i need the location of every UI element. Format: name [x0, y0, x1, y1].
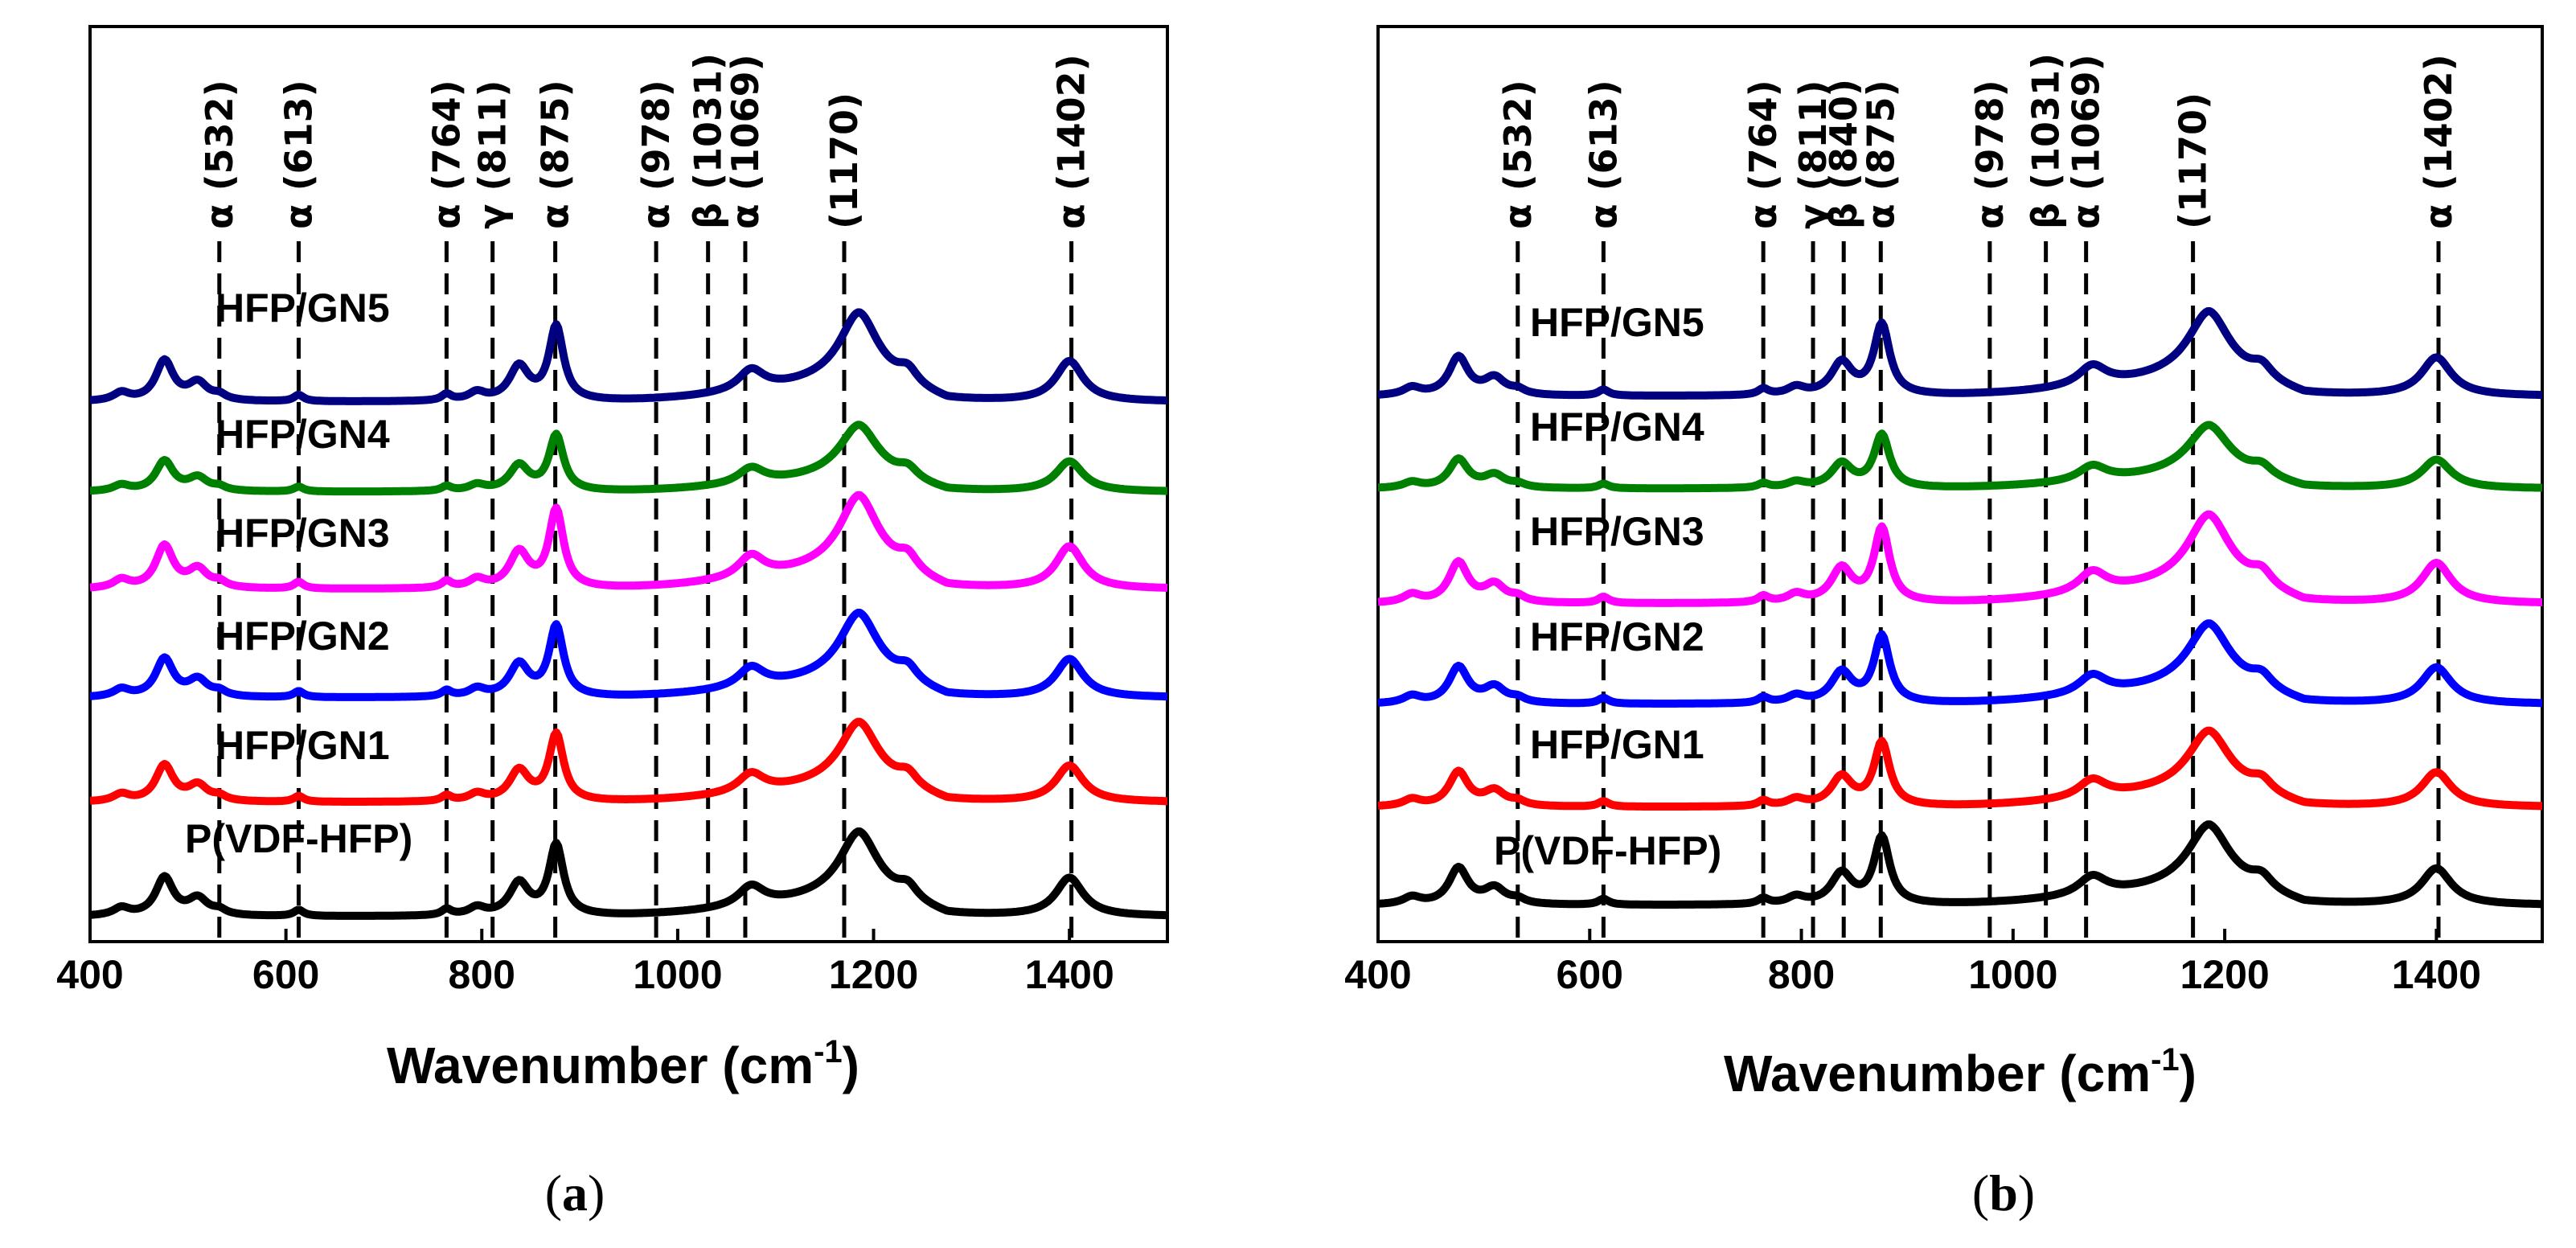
series-line-hfp-gn4 — [88, 421, 1170, 496]
series-label-hfp-gn1: HFP/GN1 — [1530, 722, 1704, 767]
x-axis-title: Wavenumber (cm-1) — [387, 1034, 859, 1094]
series-label-p-vdf-hfp-: P(VDF-HFP) — [185, 816, 412, 861]
peak-label-1031: β (1031) — [2024, 53, 2068, 229]
x-tick-label-1000: 1000 — [1968, 952, 2057, 997]
series-line-hfp-gn1 — [1376, 726, 2545, 811]
peak-label-532: α (532) — [1496, 80, 1540, 229]
x-tick-label-1000: 1000 — [633, 952, 722, 997]
peak-label-978: α (978) — [634, 80, 678, 229]
series-line-hfp-gn2 — [88, 609, 1170, 701]
x-tick-label-1200: 1200 — [2180, 952, 2269, 997]
peak-label-764: α (764) — [425, 80, 468, 229]
series-line-hfp-gn5 — [88, 308, 1170, 405]
series-line-hfp-gn4 — [1376, 421, 2545, 493]
series-label-hfp-gn2: HFP/GN2 — [215, 614, 390, 659]
peak-label-1031: β (1031) — [687, 53, 730, 229]
chart-panel-a: α (532) α (613) α (764) γ (811) α (875) α (97… — [56, 25, 1170, 1221]
panel-label-a: (a) — [545, 1164, 605, 1221]
x-tick-label-800: 800 — [449, 952, 515, 997]
chart-panel-b: α (532) α (613) α (764) γ (811)β (840)α (87… — [1344, 25, 2545, 1221]
x-tick-label-600: 600 — [1557, 952, 1623, 997]
peak-label-875: α (875) — [1859, 80, 1902, 229]
x-tick-label-800: 800 — [1768, 952, 1835, 997]
x-tick-label-1400: 1400 — [2392, 952, 2481, 997]
series-label-hfp-gn1: HFP/GN1 — [215, 723, 390, 768]
peak-label-1170: (1170) — [2172, 92, 2215, 229]
x-tick-label-1200: 1200 — [829, 952, 918, 997]
series-label-hfp-gn5: HFP/GN5 — [1530, 300, 1704, 345]
x-tick-label-1400: 1400 — [1025, 952, 1114, 997]
x-tick-label-400: 400 — [1344, 952, 1411, 997]
series-line-p-vdf-hfp- — [88, 827, 1170, 920]
series-line-hfp-gn3 — [1376, 510, 2545, 607]
peak-label-811: γ (811) — [471, 80, 515, 229]
series-line-hfp-gn1 — [88, 717, 1170, 806]
peak-label-532: α (532) — [198, 80, 241, 229]
series-line-hfp-gn2 — [1376, 619, 2545, 708]
peak-label-811: γ (811) — [1791, 80, 1835, 229]
peak-label-764: α (764) — [1741, 80, 1785, 229]
series-label-hfp-gn2: HFP/GN2 — [1530, 614, 1704, 659]
peak-label-613: α (613) — [277, 80, 320, 229]
series-label-hfp-gn4: HFP/GN4 — [1530, 404, 1704, 450]
x-tick-label-600: 600 — [252, 952, 319, 997]
series-line-hfp-gn3 — [88, 491, 1170, 593]
x-tick-label-400: 400 — [56, 952, 123, 997]
series-line-hfp-gn5 — [1376, 307, 2545, 400]
series-label-p-vdf-hfp-: P(VDF-HFP) — [1494, 828, 1721, 873]
series-label-hfp-gn3: HFP/GN3 — [1530, 509, 1704, 554]
peak-label-875: α (875) — [534, 80, 577, 229]
plot-frame — [88, 25, 1169, 943]
series-line-p-vdf-hfp- — [1376, 820, 2545, 909]
panel-label-b: (b) — [1972, 1164, 2035, 1221]
x-axis-title: Wavenumber (cm-1) — [1724, 1042, 2197, 1102]
peak-label-1402: α (1402) — [2417, 54, 2460, 229]
series-label-hfp-gn3: HFP/GN3 — [215, 511, 390, 556]
peak-label-1170: (1170) — [822, 92, 866, 229]
peak-label-978: α (978) — [1968, 80, 2012, 229]
peak-label-840: β (840) — [1822, 79, 1865, 229]
peak-label-1402: α (1402) — [1050, 54, 1093, 229]
series-label-hfp-gn4: HFP/GN4 — [215, 412, 390, 457]
peak-label-1069: α (1069) — [2065, 54, 2108, 229]
series-label-hfp-gn5: HFP/GN5 — [215, 285, 390, 330]
peak-label-613: α (613) — [1581, 80, 1625, 229]
peak-label-1069: α (1069) — [724, 54, 767, 229]
